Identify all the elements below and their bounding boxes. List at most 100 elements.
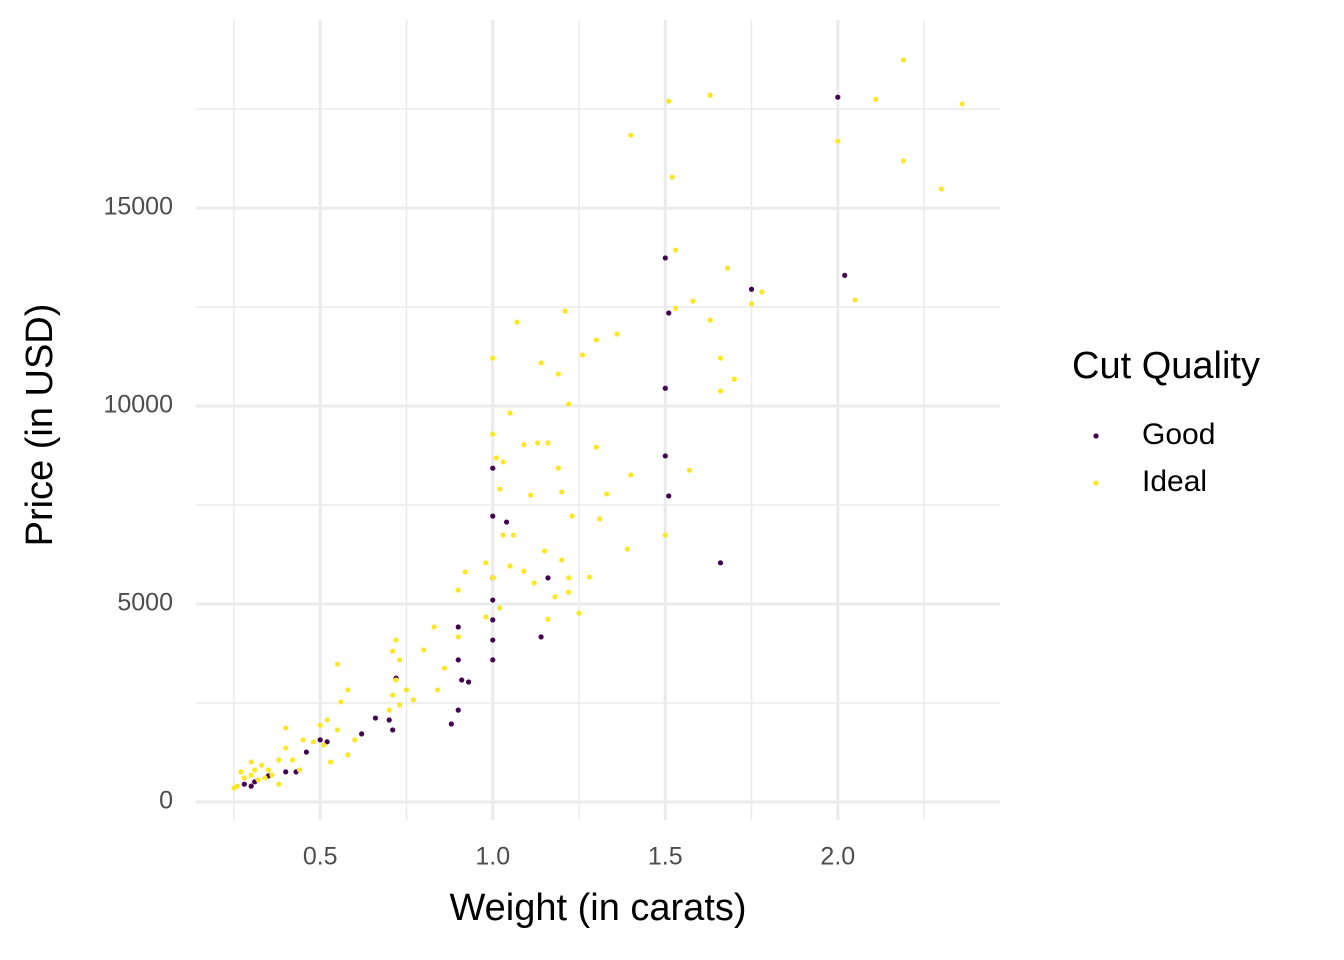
- point: [372, 715, 379, 721]
- point: [748, 286, 755, 292]
- y-axis-title: Price (in USD): [19, 304, 61, 547]
- point: [624, 546, 630, 552]
- point: [300, 737, 306, 743]
- point: [842, 272, 848, 278]
- point: [448, 721, 454, 727]
- point: [586, 574, 592, 580]
- point: [434, 687, 441, 693]
- point: [248, 759, 254, 765]
- point: [310, 739, 316, 745]
- point: [566, 401, 572, 407]
- point: [421, 647, 427, 653]
- point: [248, 772, 254, 778]
- points: [231, 57, 965, 791]
- point: [410, 697, 416, 703]
- point: [707, 92, 713, 98]
- point: [334, 727, 341, 733]
- point: [500, 532, 506, 538]
- point: [673, 247, 679, 253]
- point: [338, 699, 344, 705]
- point: [352, 737, 358, 743]
- point: [507, 563, 513, 569]
- point: [707, 317, 713, 323]
- point: [283, 769, 289, 775]
- point: [731, 376, 737, 382]
- point: [459, 677, 465, 683]
- legend-label: Good: [1142, 418, 1215, 451]
- point: [531, 580, 537, 586]
- point: [938, 186, 944, 192]
- point: [835, 94, 841, 100]
- point: [393, 637, 399, 643]
- point: [431, 624, 437, 630]
- point: [497, 605, 503, 611]
- point: [538, 360, 544, 366]
- point: [493, 455, 499, 461]
- point: [234, 783, 241, 789]
- point: [390, 692, 396, 698]
- point: [455, 624, 461, 630]
- point: [514, 319, 520, 325]
- point: [466, 679, 472, 685]
- point: [521, 568, 527, 574]
- point: [490, 597, 496, 603]
- point: [562, 308, 568, 314]
- point: [490, 617, 496, 623]
- point: [545, 616, 551, 622]
- point: [521, 442, 527, 448]
- point: [666, 98, 672, 104]
- point: [593, 444, 599, 450]
- point: [252, 767, 258, 773]
- point: [248, 783, 254, 789]
- y-tick-label: 15000: [103, 193, 173, 221]
- legend-marker: [1093, 433, 1099, 439]
- point: [490, 513, 496, 519]
- point: [569, 513, 575, 519]
- point: [483, 560, 489, 566]
- point: [269, 772, 275, 778]
- point: [317, 722, 323, 728]
- point: [555, 371, 561, 377]
- point: [441, 665, 448, 671]
- point: [334, 661, 341, 667]
- point: [579, 352, 586, 358]
- point: [666, 310, 672, 316]
- point: [900, 57, 906, 63]
- point: [276, 781, 282, 787]
- legend-marker: [1093, 480, 1099, 486]
- point: [604, 491, 610, 497]
- y-tick-label: 5000: [117, 589, 173, 617]
- point: [507, 410, 513, 416]
- point: [276, 757, 282, 763]
- x-tick-label: 1.0: [475, 843, 510, 871]
- point: [490, 431, 496, 437]
- point: [324, 739, 330, 745]
- point: [241, 781, 247, 787]
- point: [545, 575, 551, 581]
- point: [662, 385, 668, 391]
- point: [552, 594, 558, 600]
- legend-label: Ideal: [1142, 465, 1207, 498]
- point: [258, 762, 265, 768]
- point: [324, 717, 330, 723]
- point: [835, 138, 841, 144]
- point: [497, 486, 503, 492]
- point: [238, 769, 244, 775]
- point: [717, 388, 724, 394]
- point: [255, 777, 261, 783]
- point: [900, 158, 906, 164]
- point: [303, 749, 310, 755]
- point: [390, 648, 396, 654]
- point: [500, 459, 506, 465]
- point: [283, 725, 289, 731]
- point: [455, 634, 461, 640]
- point: [393, 677, 399, 683]
- point: [541, 548, 548, 554]
- x-tick-label: 1.5: [648, 843, 683, 871]
- point: [717, 560, 724, 566]
- point: [873, 96, 879, 102]
- point: [852, 297, 858, 303]
- point: [345, 687, 351, 693]
- point: [597, 516, 603, 522]
